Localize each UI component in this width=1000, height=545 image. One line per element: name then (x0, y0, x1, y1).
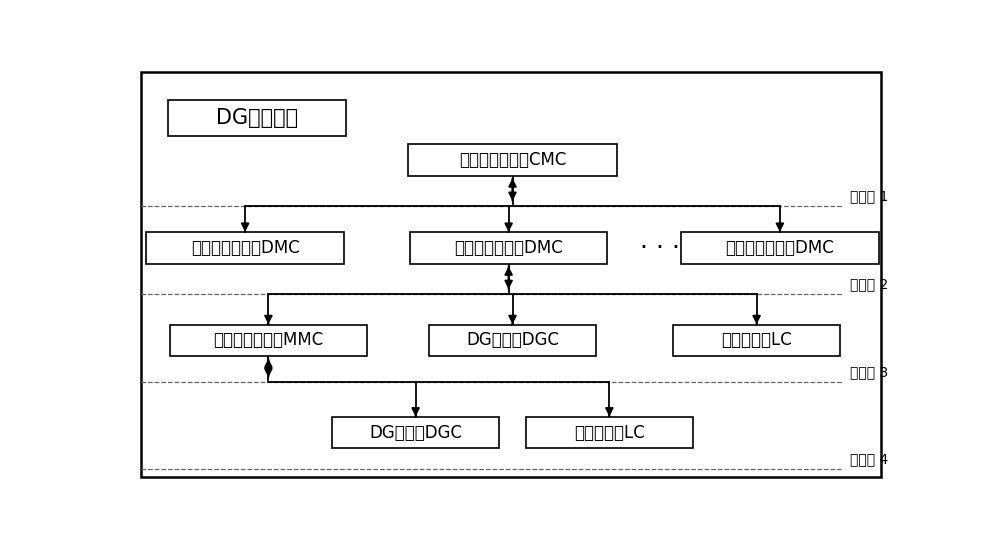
Text: 控制层 1: 控制层 1 (850, 189, 888, 203)
Text: 区域管理控制器DMC: 区域管理控制器DMC (191, 239, 300, 257)
FancyBboxPatch shape (681, 232, 879, 264)
Text: 控制层 3: 控制层 3 (850, 365, 888, 379)
Text: 控制层 2: 控制层 2 (850, 277, 888, 291)
FancyBboxPatch shape (170, 324, 367, 356)
Text: 负荷控制器LC: 负荷控制器LC (721, 331, 792, 349)
FancyBboxPatch shape (332, 417, 499, 449)
Text: 负荷控制器LC: 负荷控制器LC (574, 423, 645, 441)
Text: 区域管理控制器DMC: 区域管理控制器DMC (726, 239, 834, 257)
Text: DG控制器DGC: DG控制器DGC (369, 423, 462, 441)
Text: 微网管理控制器MMC: 微网管理控制器MMC (213, 331, 324, 349)
Text: · · ·: · · · (640, 236, 680, 260)
Text: DG控制器DGC: DG控制器DGC (466, 331, 559, 349)
FancyBboxPatch shape (410, 232, 607, 264)
FancyBboxPatch shape (526, 417, 693, 449)
Text: 区域管理控制器DMC: 区域管理控制器DMC (454, 239, 563, 257)
FancyBboxPatch shape (673, 324, 840, 356)
FancyBboxPatch shape (429, 324, 596, 356)
Text: 中央管理控制器CMC: 中央管理控制器CMC (459, 151, 566, 169)
FancyBboxPatch shape (408, 144, 617, 175)
Text: 控制层 4: 控制层 4 (850, 452, 888, 467)
Text: DG管理系统: DG管理系统 (216, 108, 298, 128)
FancyBboxPatch shape (146, 232, 344, 264)
FancyBboxPatch shape (168, 100, 346, 136)
FancyBboxPatch shape (140, 72, 881, 477)
